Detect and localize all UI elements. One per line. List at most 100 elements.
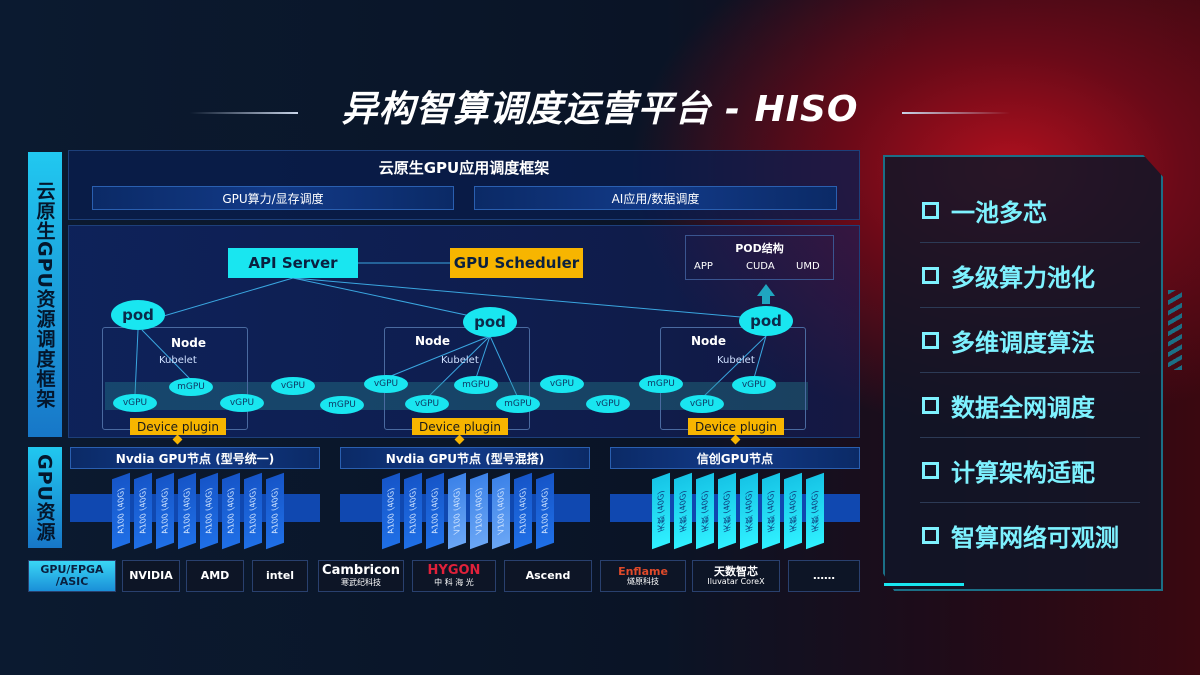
vendor-logo: intel: [252, 560, 308, 592]
pod-structure-box: POD结构 APP CUDA UMD: [685, 235, 834, 280]
pod-structure-umd: UMD: [796, 261, 820, 272]
vendor-sub: 寒武纪科技: [341, 577, 381, 587]
vendor-name: HYGON: [427, 563, 481, 579]
feature-item: 多维调度算法: [922, 320, 1142, 360]
gpu-card: 天数 (40G): [718, 472, 736, 550]
gpu-card: 天数 (40G): [696, 472, 714, 550]
gpu-card: 天数 (40G): [784, 472, 802, 550]
device-plugin: Device plugin: [412, 418, 508, 435]
vendor-logo: Ascend: [504, 560, 592, 592]
vendor-sub: 燧原科技: [627, 576, 659, 586]
gpu-card: A100 (40G): [426, 472, 444, 550]
gpu-ellipse: vGPU: [732, 376, 776, 394]
gpu-ellipse: vGPU: [586, 395, 630, 413]
gpu-card: A100 (40G): [404, 472, 422, 550]
feature-label: 数据全网调度: [951, 393, 1095, 422]
feature-label: 智算网络可观测: [951, 523, 1119, 552]
gpu-ellipse: mGPU: [454, 376, 498, 394]
gpu-ellipse: vGPU: [271, 377, 315, 395]
checkbox-icon: [922, 526, 939, 544]
node-label: Node: [171, 336, 207, 350]
feature-label: 多维调度算法: [951, 328, 1095, 357]
feature-divider: [920, 502, 1140, 503]
vendor-name: 天数智芯: [714, 564, 758, 578]
gpu-ellipse: mGPU: [169, 378, 213, 396]
gpu-card: 天数 (40G): [762, 472, 780, 550]
gpu-card: A100 (40G): [266, 472, 284, 550]
feature-item: 多级算力池化: [922, 255, 1142, 295]
pod-structure-app: APP: [694, 261, 713, 272]
vendor-name: intel: [265, 568, 295, 582]
gpu-card: A100 (40G): [134, 472, 152, 550]
gpu-node-title: Nvdia GPU节点 (型号统一): [70, 447, 320, 469]
node-box: Node Kubelet: [102, 327, 248, 430]
feature-divider: [920, 437, 1140, 438]
panel-stripes: [1168, 290, 1182, 370]
vendor-logo: ……: [788, 560, 860, 592]
gpu-card: A100 (40G): [222, 472, 240, 550]
gpu-ellipse: vGPU: [405, 395, 449, 413]
feature-divider: [920, 242, 1140, 243]
pod-ellipse: pod: [111, 300, 165, 330]
node-box: Node Kubelet: [384, 327, 530, 430]
pod-structure-title: POD结构: [735, 242, 784, 255]
vendor-logo: Enflame 燧原科技: [600, 560, 686, 592]
node-box: Node Kubelet: [660, 327, 806, 430]
vendor-name: Enflame: [618, 564, 668, 578]
device-plugin: Device plugin: [130, 418, 226, 435]
feature-item: 智算网络可观测: [922, 515, 1142, 555]
gpu-ellipse: vGPU: [364, 375, 408, 393]
vendor-logo: 天数智芯 Iluvatar CoreX: [692, 560, 780, 592]
node-label: Node: [415, 334, 451, 348]
checkbox-icon: [922, 396, 939, 414]
gpu-node-title: 信创GPU节点: [610, 447, 860, 469]
gpu-ellipse: vGPU: [680, 395, 724, 413]
header-bar-gpu: GPU算力/显存调度: [92, 186, 454, 210]
kubelet-label: Kubelet: [441, 355, 479, 366]
gpu-card: A100 (40G): [112, 472, 130, 550]
vendor-logo: Cambricon 寒武纪科技: [318, 560, 404, 592]
title-deco-left: [190, 112, 298, 114]
kubelet-label: Kubelet: [717, 355, 755, 366]
feature-item: 数据全网调度: [922, 385, 1142, 425]
kubelet-label: Kubelet: [159, 355, 197, 366]
chips-label: GPU/FPGA /ASIC: [28, 560, 116, 592]
feature-divider: [920, 307, 1140, 308]
gpu-ellipse: vGPU: [220, 394, 264, 412]
checkbox-icon: [922, 201, 939, 219]
gpu-card: A100 (40G): [536, 472, 554, 550]
gpu-card: A100 (40G): [244, 472, 262, 550]
gpu-card: 天数 (40G): [806, 472, 824, 550]
gpu-scheduler-box: GPU Scheduler: [450, 248, 583, 278]
header-title: 云原生GPU应用调度框架: [378, 159, 550, 177]
vendor-logo: AMD: [186, 560, 244, 592]
feature-label: 多级算力池化: [951, 263, 1095, 292]
checkbox-icon: [922, 331, 939, 349]
page-title: 异构智算调度运营平台 - HISO: [341, 89, 859, 130]
pod-ellipse: pod: [739, 306, 793, 336]
gpu-node-title: Nvdia GPU节点 (型号混搭): [340, 447, 590, 469]
feature-divider: [920, 372, 1140, 373]
gpu-ellipse: vGPU: [540, 375, 584, 393]
api-server-box: API Server: [228, 248, 358, 278]
gpu-ellipse: mGPU: [639, 375, 683, 393]
vendor-name: NVIDIA: [129, 568, 173, 582]
gpu-card: A100 (40G): [200, 472, 218, 550]
gpu-card: A100 (40G): [178, 472, 196, 550]
feature-label: 一池多芯: [951, 198, 1047, 227]
node-label: Node: [691, 334, 727, 348]
pod-ellipse: pod: [463, 307, 517, 337]
vendor-logo: HYGON 中 科 海 光: [412, 560, 496, 592]
gpu-ellipse: mGPU: [496, 395, 540, 413]
vendor-logo: NVIDIA: [122, 560, 180, 592]
device-plugin: Device plugin: [688, 418, 784, 435]
feature-label: 计算架构适配: [951, 458, 1095, 487]
feature-item: 一池多芯: [922, 190, 1142, 230]
gpu-ellipse: mGPU: [320, 396, 364, 414]
framework-label: 云原生GPU资源调度框架: [28, 152, 62, 437]
resources-label: GPU资源: [28, 447, 62, 548]
checkbox-icon: [922, 461, 939, 479]
gpu-card: 天数 (40G): [652, 472, 670, 550]
gpu-card: A100 (40G): [382, 472, 400, 550]
